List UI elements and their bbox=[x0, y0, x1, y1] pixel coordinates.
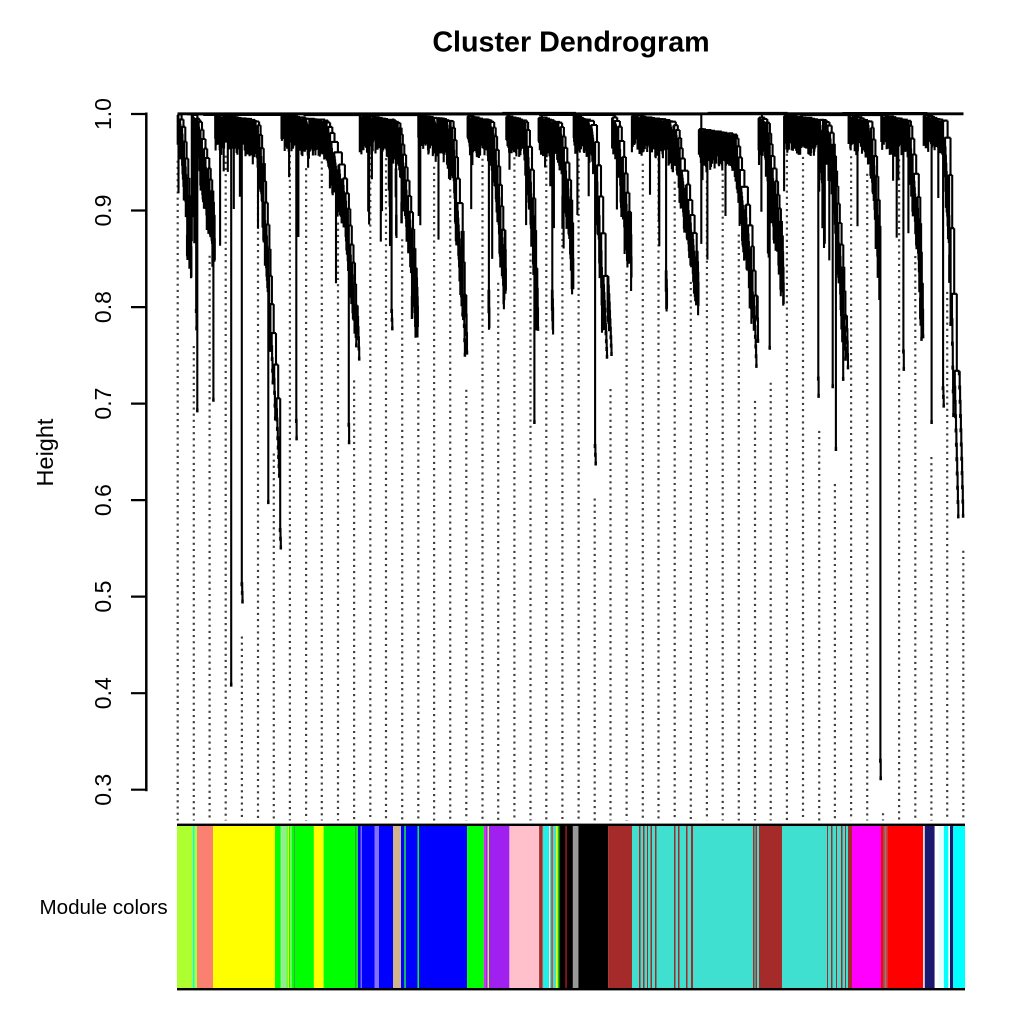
svg-text:Height: Height bbox=[32, 418, 58, 486]
svg-text:1.0: 1.0 bbox=[90, 98, 116, 130]
svg-text:0.5: 0.5 bbox=[90, 581, 116, 613]
svg-text:0.9: 0.9 bbox=[90, 195, 116, 227]
svg-text:0.8: 0.8 bbox=[90, 291, 116, 323]
svg-text:0.4: 0.4 bbox=[90, 677, 116, 709]
svg-text:0.6: 0.6 bbox=[90, 484, 116, 516]
svg-text:Module colors: Module colors bbox=[40, 896, 168, 919]
svg-text:0.3: 0.3 bbox=[90, 774, 116, 806]
svg-text:0.7: 0.7 bbox=[90, 388, 116, 420]
svg-text:Cluster Dendrogram: Cluster Dendrogram bbox=[432, 27, 709, 59]
